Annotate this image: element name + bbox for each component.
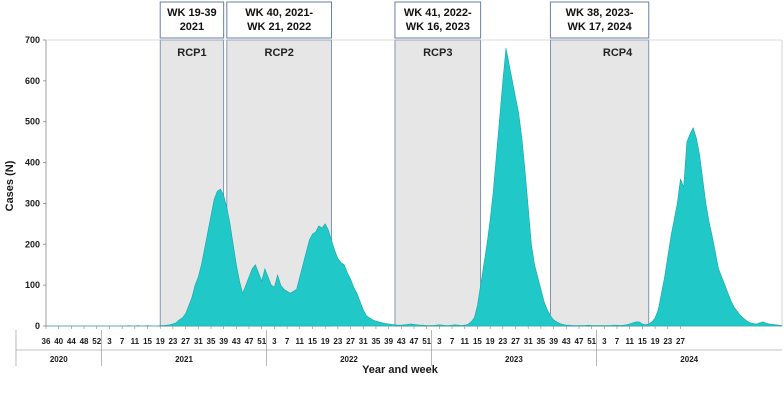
x-tick-label: 3: [602, 337, 607, 346]
period-box-text: WK 21, 2022: [247, 21, 311, 33]
x-tick-label: 35: [371, 337, 380, 346]
x-tick-label: 44: [67, 337, 76, 346]
period-box-1: [159, 1, 225, 39]
period-label-1: RCP1: [177, 47, 206, 59]
x-tick-label: 43: [562, 337, 571, 346]
x-tick-label: 7: [285, 337, 290, 346]
x-tick-label: 31: [194, 337, 203, 346]
y-tick-label: 700: [25, 35, 40, 45]
period-boxes: WK 19-39 2021 RCP1 WK 40, 2021- WK 21, 2022 R…: [159, 1, 650, 59]
x-tick-label: 15: [143, 337, 152, 346]
x-tick-label: 47: [410, 337, 419, 346]
x-tick-label: 47: [245, 337, 254, 346]
period-label-3: RCP3: [423, 47, 452, 59]
period-box-text: WK 41, 2022-: [404, 7, 472, 19]
x-axis: 36 40 44 48 52 3 7 11 15 19 23 27 31 35 39 43 47 51 3 7 11 15…: [15, 326, 782, 366]
y-tick-label: 200: [25, 239, 40, 249]
x-tick-label: 19: [321, 337, 330, 346]
period-box-text: WK 16, 2023: [406, 21, 470, 33]
x-tick-label: 51: [422, 337, 431, 346]
period-box-text: WK 40, 2021-: [245, 7, 313, 19]
x-tick-label: 23: [168, 337, 177, 346]
x-tick-label: 19: [156, 337, 165, 346]
y-axis-title: Cases (N): [4, 160, 16, 211]
series-area: [46, 48, 783, 327]
x-tick-label: 43: [232, 337, 241, 346]
period-box-4: [549, 1, 650, 39]
y-tick-label: 600: [25, 76, 40, 86]
x-tick-label: 51: [257, 337, 266, 346]
x-tick-label: 23: [333, 337, 342, 346]
x-tick-label: 35: [536, 337, 545, 346]
x-tick-label: 11: [296, 337, 305, 346]
x-tick-label: 48: [80, 337, 89, 346]
x-tick-label: 35: [207, 337, 216, 346]
x-tick-label: 3: [272, 337, 277, 346]
x-tick-label: 11: [131, 337, 140, 346]
y-axis: 0 100 200 300 400 500 600 700: [25, 35, 46, 331]
x-tick-label: 47: [575, 337, 584, 346]
x-tick-label: 7: [615, 337, 620, 346]
x-tick-label: 43: [397, 337, 406, 346]
x-tick-label: 39: [384, 337, 393, 346]
y-tick-label: 400: [25, 158, 40, 168]
x-tick-label: 19: [486, 337, 495, 346]
period-label-2: RCP2: [265, 47, 294, 59]
y-tick-label: 0: [35, 321, 40, 331]
x-tick-label: 51: [587, 337, 596, 346]
x-tick-label: 40: [54, 337, 63, 346]
x-tick-label: 3: [437, 337, 442, 346]
x-tick-label: 39: [549, 337, 558, 346]
x-tick-label: 27: [511, 337, 520, 346]
year-label: 2020: [50, 355, 68, 364]
y-tick-label: 100: [25, 280, 40, 290]
series-layer: [46, 48, 783, 327]
period-box-text: WK 19-39: [167, 7, 217, 19]
period-shade-3: [394, 39, 482, 327]
x-tick-label: 19: [651, 337, 660, 346]
period-box-text: WK 38, 2023-: [566, 7, 634, 19]
x-tick-label: 11: [625, 337, 634, 346]
x-axis-title: Year and week: [362, 364, 439, 376]
x-tick-label: 15: [638, 337, 647, 346]
x-tick-label: 39: [219, 337, 228, 346]
y-tick-label: 500: [25, 117, 40, 127]
x-tick-label: 52: [92, 337, 101, 346]
x-tick-label: 23: [663, 337, 672, 346]
period-box-2: [226, 1, 333, 39]
x-tick-label: 3: [107, 337, 112, 346]
x-tick-label: 15: [473, 337, 482, 346]
period-box-text: WK 17, 2024: [567, 21, 632, 33]
period-box-3: [394, 1, 482, 39]
year-label: 2021: [175, 355, 193, 364]
period-label-4: RCP4: [603, 47, 633, 59]
x-tick-label: 7: [450, 337, 455, 346]
period-shade-4: [550, 39, 650, 327]
x-tick-label: 15: [308, 337, 317, 346]
period-box-text: 2021: [180, 21, 204, 33]
x-tick-label: 11: [461, 337, 470, 346]
year-label: 2024: [680, 355, 698, 364]
x-tick-label: 36: [42, 337, 51, 346]
x-tick-label: 31: [359, 337, 368, 346]
year-label: 2023: [505, 355, 523, 364]
y-tick-label: 300: [25, 198, 40, 208]
x-tick-label: 27: [346, 337, 355, 346]
x-tick-label: 27: [181, 337, 190, 346]
x-tick-label: 27: [676, 337, 685, 346]
x-tick-label: 23: [498, 337, 507, 346]
x-tick-label: 7: [120, 337, 125, 346]
year-label: 2022: [340, 355, 358, 364]
x-tick-label: 31: [524, 337, 533, 346]
